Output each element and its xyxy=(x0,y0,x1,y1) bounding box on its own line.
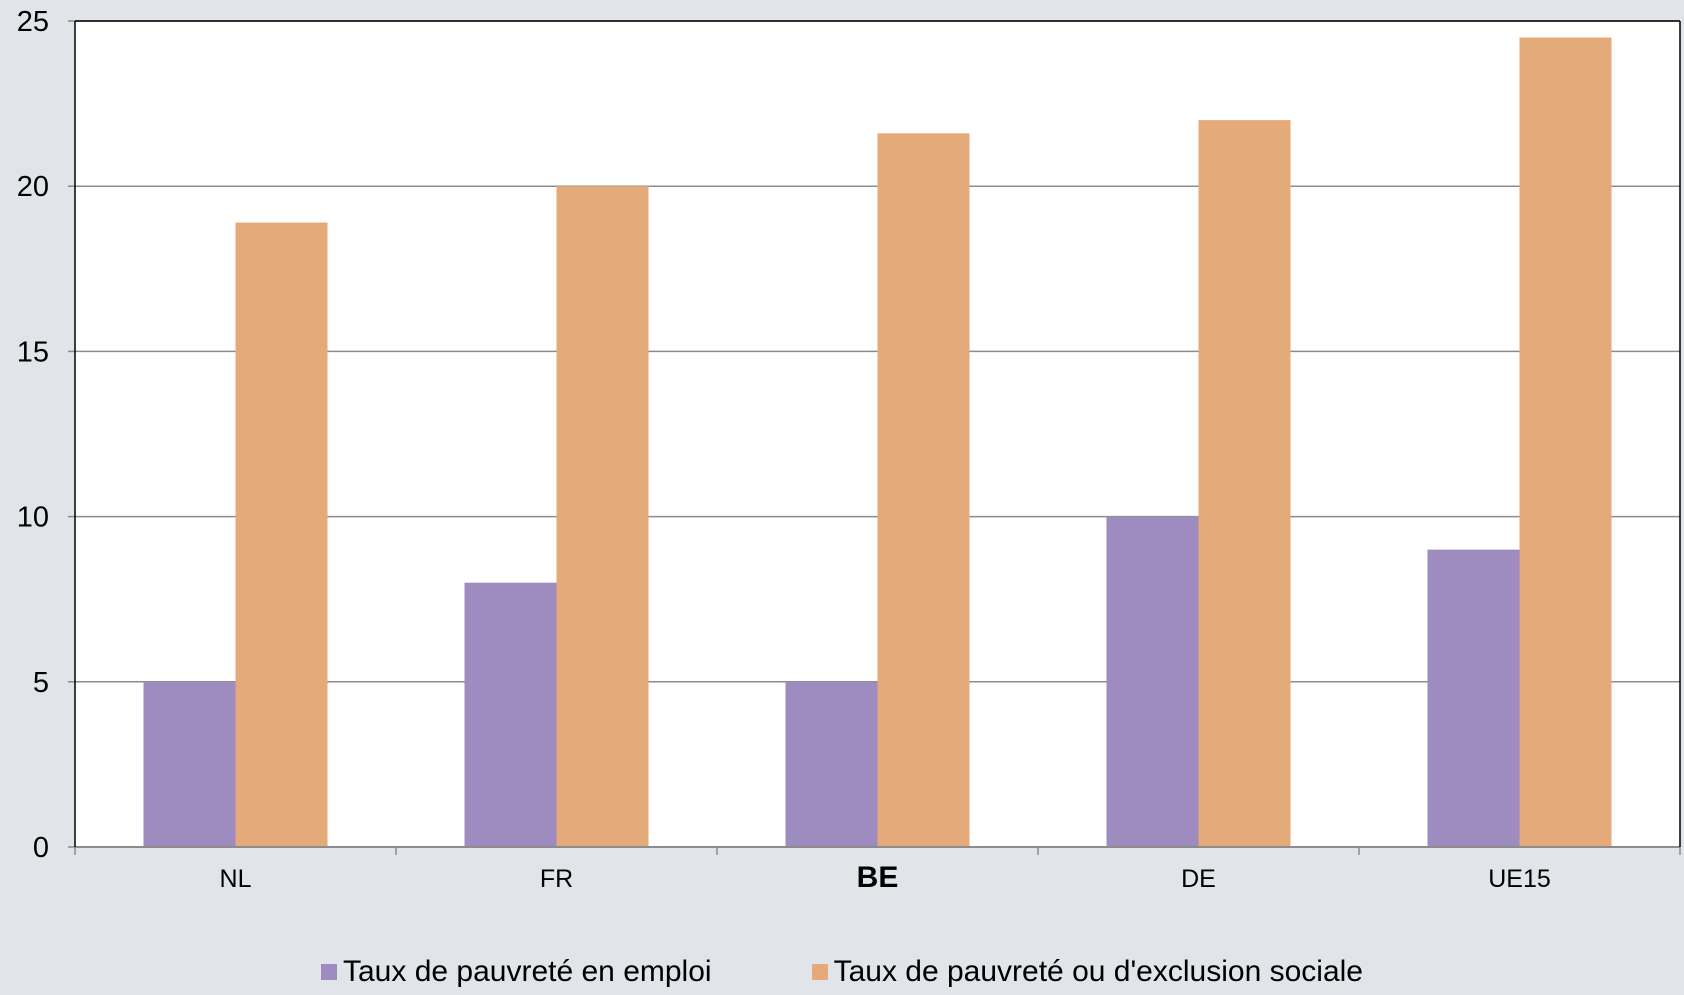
x-tick-label-nl: NL xyxy=(220,865,252,893)
y-tick-label-10: 10 xyxy=(17,502,49,534)
legend-swatch-series-2 xyxy=(811,964,828,980)
y-tick-label-0: 0 xyxy=(33,832,49,864)
x-tick-label-ue15: UE15 xyxy=(1488,865,1551,893)
legend-label-series-2: Taux de pauvreté ou d'exclusion sociale xyxy=(833,955,1363,988)
bar-fr-series-1 xyxy=(464,582,557,847)
legend-label-series-1: Taux de pauvreté en emploi xyxy=(343,955,712,988)
y-tick-label-15: 15 xyxy=(17,336,49,368)
x-tick-label-de: DE xyxy=(1181,865,1216,893)
bar-ue15-series-2 xyxy=(1519,37,1612,847)
x-tick-label-be: BE xyxy=(857,861,899,894)
x-tick-label-fr: FR xyxy=(540,865,573,893)
legend: Taux de pauvreté en emploi Taux de pauvr… xyxy=(0,955,1684,989)
y-tick-label-25: 25 xyxy=(17,6,49,38)
bar-be-series-1 xyxy=(785,681,878,847)
bar-nl-series-2 xyxy=(235,222,328,847)
bar-be-series-2 xyxy=(877,133,970,847)
y-tick-label-5: 5 xyxy=(33,667,49,699)
legend-swatch-series-1 xyxy=(321,964,337,980)
bar-de-series-1 xyxy=(1106,516,1199,847)
legend-item-series-1: Taux de pauvreté en emploi xyxy=(321,955,712,989)
y-tick-label-20: 20 xyxy=(17,171,49,203)
bar-fr-series-2 xyxy=(556,186,649,847)
bar-nl-series-1 xyxy=(143,681,236,847)
bar-de-series-2 xyxy=(1198,120,1291,848)
bar-ue15-series-1 xyxy=(1427,549,1520,847)
legend-item-series-2: Taux de pauvreté ou d'exclusion sociale xyxy=(811,955,1363,989)
